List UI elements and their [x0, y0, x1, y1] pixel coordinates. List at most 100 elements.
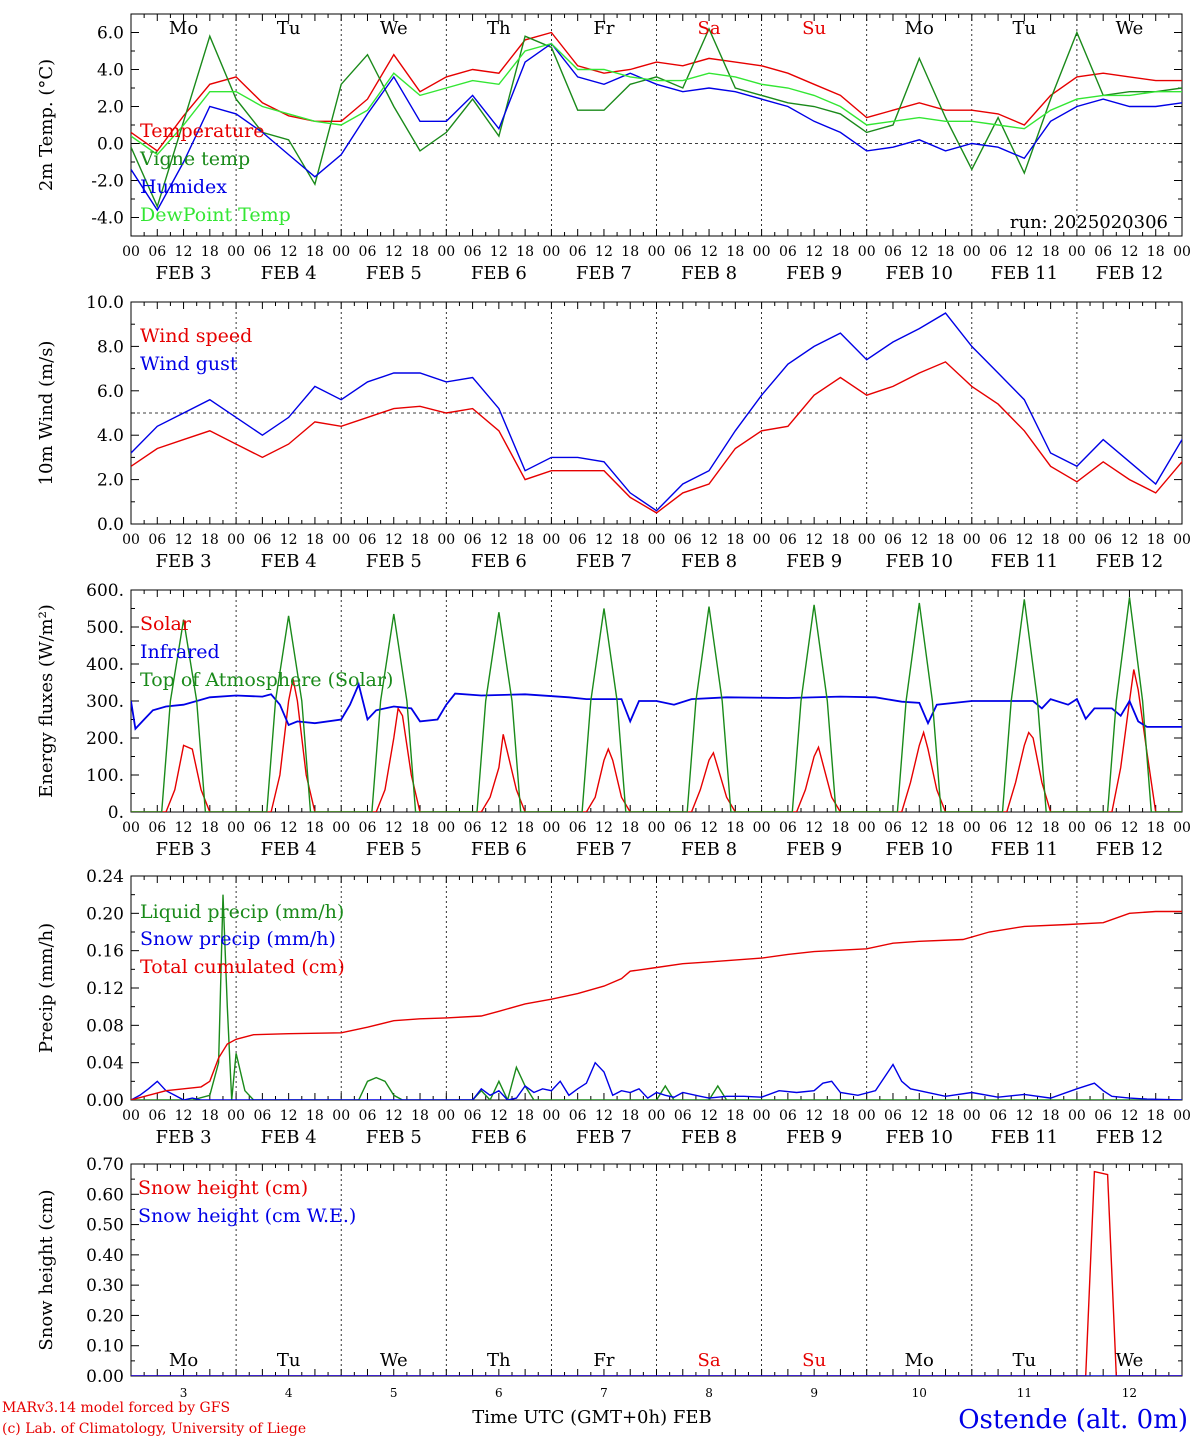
x-date-label: FEB 4	[261, 1127, 317, 1148]
x-hour-label: 12	[1121, 820, 1139, 836]
series-line-2-2	[131, 312, 1182, 512]
x-hour-label: 18	[201, 1108, 219, 1124]
x-hour-label: 00	[858, 532, 876, 548]
x-date-label: FEB 4	[261, 839, 317, 860]
x-hour-label: 18	[1042, 532, 1060, 548]
x-hour-label: 00	[1068, 532, 1086, 548]
y-axis-label: Energy fluxes (W/m²)	[36, 604, 57, 798]
x-hour-label: 18	[832, 532, 850, 548]
x-hour-label: 00	[122, 820, 140, 836]
x-hour-label: 06	[674, 1108, 692, 1124]
station-label: Ostende (alt. 0m)	[958, 1405, 1188, 1435]
x-hour-label: 12	[280, 1108, 298, 1124]
y-tick-label: 0.10	[86, 1337, 124, 1357]
x-hour-label: 18	[411, 820, 429, 836]
x-date-label: FEB 11	[991, 263, 1058, 284]
x-hour-label: 12	[490, 244, 508, 260]
x-hour-label: 00	[1068, 1108, 1086, 1124]
x-hour-label: 18	[1147, 532, 1165, 548]
x-hour-label: 00	[1173, 532, 1191, 548]
x-date-label: FEB 5	[366, 551, 422, 572]
x-hour-label: 18	[411, 1108, 429, 1124]
x-date-label: FEB 12	[1096, 263, 1163, 284]
y-tick-label: 0.70	[86, 1155, 124, 1175]
x-hour-label: 06	[989, 820, 1007, 836]
x-day-number: 5	[390, 1386, 398, 1400]
x-date-label: FEB 7	[576, 1127, 632, 1148]
x-hour-label: 18	[937, 820, 955, 836]
day-name: Tu	[1013, 1350, 1037, 1371]
x-hour-label: 12	[175, 1108, 193, 1124]
x-hour-label: 06	[779, 1108, 797, 1124]
x-hour-label: 12	[805, 820, 823, 836]
x-hour-label: 06	[464, 244, 482, 260]
x-hour-label: 00	[753, 1108, 771, 1124]
x-date-label: FEB 8	[681, 1127, 737, 1148]
x-hour-label: 06	[569, 1108, 587, 1124]
day-name: We	[380, 18, 408, 39]
x-hour-label: 18	[621, 244, 639, 260]
x-hour-label: 00	[858, 1108, 876, 1124]
x-hour-label: 18	[1147, 820, 1165, 836]
x-hour-label: 00	[1068, 820, 1086, 836]
x-hour-label: 18	[726, 532, 744, 548]
x-hour-label: 06	[779, 244, 797, 260]
legend-entry: Liquid precip (mm/h)	[140, 901, 344, 923]
legend-entry: Temperature	[140, 120, 264, 142]
x-hour-label: 12	[175, 244, 193, 260]
x-hour-label: 12	[175, 820, 193, 836]
x-hour-label: 00	[753, 820, 771, 836]
x-hour-label: 00	[332, 244, 350, 260]
x-hour-label: 00	[963, 1108, 981, 1124]
y-tick-label: 0.20	[86, 904, 124, 924]
panel-1: -4.0 -2.0 0.0 2.0 4.0 6.0 2m Temp. (°C) Tempera…	[36, 13, 1191, 284]
x-hour-label: 06	[148, 532, 166, 548]
y-tick-label: 300.	[86, 692, 124, 712]
x-hour-label: 06	[1094, 532, 1112, 548]
x-hour-label: 18	[621, 1108, 639, 1124]
x-hour-label: 18	[621, 532, 639, 548]
x-hour-label: 18	[937, 532, 955, 548]
series-line-1-3	[131, 42, 1182, 212]
x-hour-label: 12	[385, 244, 403, 260]
legend-entry: DewPoint Temp	[140, 204, 291, 226]
legend-entry: Total cumulated (cm)	[140, 956, 345, 978]
x-hour-label: 18	[726, 1108, 744, 1124]
legend-entry: Snow precip (mm/h)	[140, 928, 336, 950]
x-date-label: FEB 11	[991, 839, 1058, 860]
x-day-number: 7	[600, 1386, 608, 1400]
day-name: Mo	[905, 1350, 934, 1371]
x-hour-label: 18	[306, 820, 324, 836]
x-hour-label: 12	[175, 532, 193, 548]
x-hour-label: 00	[963, 532, 981, 548]
series-line-1-2	[131, 27, 1182, 209]
x-hour-label: 06	[989, 1108, 1007, 1124]
x-hour-label: 18	[1042, 244, 1060, 260]
x-hour-label: 12	[280, 820, 298, 836]
x-hour-label: 12	[490, 820, 508, 836]
x-day-number: 3	[180, 1386, 188, 1400]
y-tick-label: 200.	[86, 729, 124, 749]
x-date-label: FEB 12	[1096, 839, 1163, 860]
x-hour-label: 00	[753, 244, 771, 260]
x-hour-label: 12	[700, 532, 718, 548]
x-hour-label: 18	[201, 820, 219, 836]
x-hour-label: 00	[227, 532, 245, 548]
x-hour-label: 12	[1121, 1108, 1139, 1124]
x-hour-label: 00	[122, 1108, 140, 1124]
x-hour-label: 00	[437, 244, 455, 260]
x-axis-label: Time UTC (GMT+0h) FEB	[472, 1407, 711, 1428]
y-tick-label: 10.0	[86, 293, 124, 313]
x-hour-label: 12	[910, 820, 928, 836]
y-tick-label: 2.0	[97, 471, 124, 491]
x-hour-label: 06	[884, 1108, 902, 1124]
x-date-label: FEB 6	[471, 263, 527, 284]
y-tick-label: 0.	[108, 803, 124, 823]
x-hour-label: 06	[1094, 1108, 1112, 1124]
y-tick-label: 600.	[86, 581, 124, 601]
panel-5: 0.00 0.10 0.20 0.30 0.40 0.50 0.60 0.70 Snow hei…	[36, 1155, 1183, 1387]
x-date-label: FEB 3	[156, 1127, 212, 1148]
legend-entry: Solar	[140, 613, 192, 635]
x-hour-label: 18	[201, 244, 219, 260]
series-line-4-2	[131, 1061, 1182, 1100]
